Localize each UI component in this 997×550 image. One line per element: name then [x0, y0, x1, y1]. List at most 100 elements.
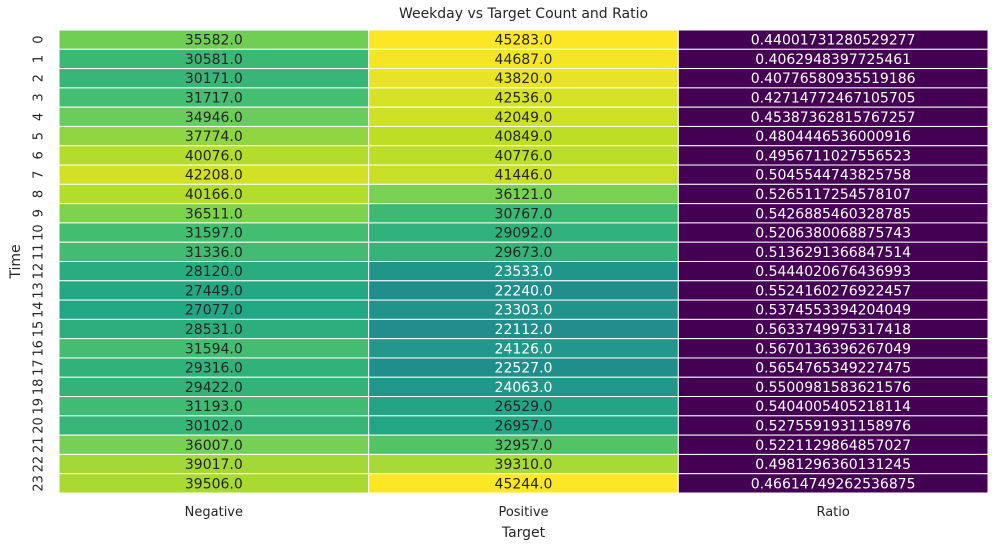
y-tick-label: 23 — [32, 475, 47, 492]
cell-value-label: 0.5426885460328785 — [755, 206, 911, 222]
y-tick-label: 10 — [32, 224, 47, 241]
cell-value-label: 30102.0 — [185, 418, 243, 434]
cell-value-label: 45244.0 — [495, 476, 553, 492]
cell-value-label: 44687.0 — [495, 52, 553, 68]
cell-value-label: 0.5654765349227475 — [755, 361, 911, 377]
cell-value-label: 27077.0 — [185, 303, 243, 319]
y-tick-label: 1 — [32, 55, 47, 63]
y-tick-label: 16 — [32, 340, 47, 357]
y-tick-label: 21 — [32, 436, 47, 453]
cell-value-label: 0.5045544743825758 — [755, 168, 911, 184]
cell-value-label: 0.5444020676436993 — [755, 264, 911, 280]
cell-value-label: 31594.0 — [185, 341, 243, 357]
cell-value-label: 42208.0 — [185, 168, 243, 184]
y-tick-label: 18 — [32, 379, 47, 396]
cell-value-label: 0.42714772467105705 — [751, 91, 916, 107]
cell-value-label: 35582.0 — [185, 33, 243, 49]
y-tick-label: 5 — [32, 132, 47, 140]
cell-value-label: 0.4804446536000916 — [755, 129, 911, 145]
y-tick-label: 8 — [32, 190, 47, 198]
cell-value-label: 0.4062948397725461 — [755, 52, 911, 68]
cell-value-label: 23533.0 — [495, 264, 553, 280]
y-tick-label: 15 — [32, 321, 47, 338]
y-tick-label: 17 — [32, 359, 47, 376]
cell-value-label: 0.4956711027556523 — [755, 148, 911, 164]
cell-value-label: 42536.0 — [495, 91, 553, 107]
cell-value-label: 36007.0 — [185, 438, 243, 454]
cell-value-label: 34946.0 — [185, 110, 243, 126]
cell-value-label: 28120.0 — [185, 264, 243, 280]
cell-value-label: 41446.0 — [495, 168, 553, 184]
cell-value-label: 31193.0 — [185, 399, 243, 415]
cell-value-label: 0.46614749262536875 — [751, 476, 916, 492]
cell-value-label: 29092.0 — [495, 226, 553, 242]
cell-value-label: 29316.0 — [185, 361, 243, 377]
cell-value-label: 0.5136291366847514 — [755, 245, 911, 261]
cell-value-label: 40849.0 — [495, 129, 553, 145]
y-tick-label: 12 — [32, 263, 47, 280]
cell-value-label: 30171.0 — [185, 71, 243, 87]
heatmap-cell — [677, 473, 989, 494]
cell-value-label: 43820.0 — [495, 71, 553, 87]
x-tick-label: Ratio — [816, 505, 849, 520]
chart-title: Weekday vs Target Count and Ratio — [398, 6, 649, 22]
cell-value-label: 24063.0 — [495, 380, 553, 396]
cell-value-label: 45283.0 — [495, 33, 553, 49]
y-tick-label: 19 — [32, 398, 47, 415]
cell-value-label: 0.5265117254578107 — [755, 187, 911, 203]
y-tick-label: 7 — [32, 171, 47, 179]
y-axis-label: Time — [8, 244, 24, 279]
cell-value-label: 32957.0 — [495, 438, 553, 454]
y-tick-label: 9 — [32, 209, 47, 217]
y-tick-label: 0 — [32, 36, 47, 44]
cell-value-label: 0.5374553394204049 — [755, 303, 911, 319]
cell-value-label: 22112.0 — [495, 322, 553, 338]
cell-value-label: 31717.0 — [185, 91, 243, 107]
cell-value-label: 0.5524160276922457 — [755, 283, 911, 299]
cell-value-label: 23303.0 — [495, 303, 553, 319]
cell-value-label: 0.5221129864857027 — [755, 438, 911, 454]
cell-value-label: 0.5404005405218114 — [755, 399, 911, 415]
cell-value-label: 36121.0 — [495, 187, 553, 203]
y-tick-label: 14 — [32, 301, 47, 318]
cell-value-label: 22240.0 — [495, 283, 553, 299]
cell-value-label: 24126.0 — [495, 341, 553, 357]
cell-value-label: 0.5275591931158976 — [755, 418, 911, 434]
y-tick-label: 11 — [32, 244, 47, 261]
cell-value-label: 0.5670136396267049 — [755, 341, 911, 357]
cell-value-label: 40076.0 — [185, 148, 243, 164]
cell-value-label: 42049.0 — [495, 110, 553, 126]
x-axis-label: Target — [501, 525, 546, 541]
cell-value-label: 26529.0 — [495, 399, 553, 415]
cell-value-label: 29673.0 — [495, 245, 553, 261]
cell-value-label: 40776.0 — [495, 148, 553, 164]
y-tick-label: 3 — [32, 93, 47, 101]
cell-value-label: 0.44001731280529277 — [751, 33, 916, 49]
cell-value-label: 0.5206380068875743 — [755, 226, 911, 242]
y-tick-label: 6 — [32, 151, 47, 159]
cell-value-label: 22527.0 — [495, 361, 553, 377]
x-tick-label: Positive — [498, 505, 548, 520]
cell-value-label: 0.45387362815767257 — [751, 110, 916, 126]
cell-value-label: 28531.0 — [185, 322, 243, 338]
cell-value-label: 40166.0 — [185, 187, 243, 203]
y-tick-label: 2 — [32, 74, 47, 82]
cell-value-label: 30581.0 — [185, 52, 243, 68]
cell-value-label: 0.5633749975317418 — [755, 322, 911, 338]
cell-value-label: 39310.0 — [495, 457, 553, 473]
y-tick-label: 4 — [32, 113, 47, 121]
cell-value-label: 30767.0 — [495, 206, 553, 222]
cell-value-label: 0.4981296360131245 — [755, 457, 911, 473]
y-tick-label: 20 — [32, 417, 47, 434]
cell-value-label: 0.40776580935519186 — [751, 71, 916, 87]
cell-value-label: 37774.0 — [185, 129, 243, 145]
cell-value-label: 0.5500981583621576 — [755, 380, 911, 396]
cell-value-label: 29422.0 — [185, 380, 243, 396]
cell-value-label: 27449.0 — [185, 283, 243, 299]
cell-value-label: 31336.0 — [185, 245, 243, 261]
x-tick-label: Negative — [185, 505, 243, 520]
cell-value-label: 26957.0 — [495, 418, 553, 434]
y-tick-label: 22 — [32, 456, 47, 473]
y-tick-label: 13 — [32, 282, 47, 299]
